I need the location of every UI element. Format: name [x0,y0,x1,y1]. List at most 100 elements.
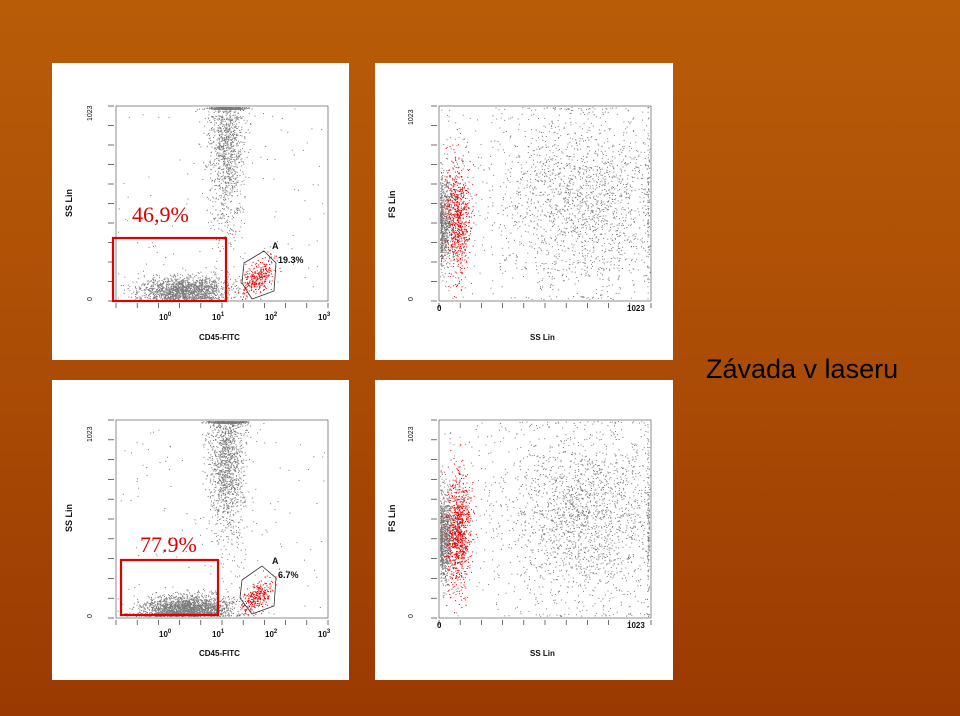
event-point-gray [244,196,246,197]
event-point-red [465,243,467,245]
event-point-gray [216,162,217,164]
event-point-gray [551,145,553,147]
event-point-gray [227,158,229,160]
event-point-gray [219,154,221,156]
event-point-gray [202,284,204,286]
event-point-red [464,204,466,206]
x-tick-labels: 100 101 102 103 [159,312,331,322]
event-point-gray [220,121,222,123]
event-point-red [449,182,451,184]
plot-frame [438,105,652,302]
event-point-red [464,225,466,227]
event-point-gray [293,154,295,156]
event-point-red [445,229,447,230]
event-point-gray [190,283,192,285]
event-point-gray [232,168,234,170]
event-point-red [464,239,466,241]
event-point-gray [445,196,447,198]
event-point-gray [188,290,190,292]
event-point-gray [188,287,190,289]
event-point-gray [197,272,199,274]
event-point-red [261,283,263,285]
event-point-gray [440,198,442,200]
event-point-gray [173,287,175,288]
event-point-gray [164,289,166,291]
event-point-gray [207,292,209,294]
event-point-gray [192,282,194,284]
event-point-gray [195,274,197,276]
event-point-gray [204,168,206,170]
event-point-gray [443,200,445,202]
event-point-red [265,287,266,289]
event-point-gray [182,294,184,296]
event-point-gray [446,206,448,208]
event-point-red [468,207,470,209]
event-point-gray [441,228,442,230]
event-point-gray [597,169,599,171]
event-point-gray [223,163,225,165]
event-point-gray [229,158,231,160]
event-point-gray [149,297,151,299]
event-point-gray [203,298,205,299]
event-point-gray [217,177,219,179]
event-point-gray [227,195,229,197]
event-point-red [456,238,458,240]
event-point-red [455,239,457,241]
event-point-red [441,213,443,215]
event-point-gray [220,130,222,132]
event-point-gray [221,153,223,155]
event-point-gray [199,285,201,287]
event-point-red [468,191,469,193]
event-point-gray [223,130,225,132]
event-point-gray [151,288,153,290]
event-point-gray [225,108,227,110]
event-point-red [268,257,270,259]
event-point-red [456,129,458,131]
event-point-gray [440,212,442,214]
event-point-gray [187,198,189,200]
event-point-gray [232,234,234,236]
event-point-gray [444,248,446,250]
event-point-red [258,288,260,290]
event-point-red [453,198,455,200]
event-point-gray [164,278,166,280]
event-point-gray [444,240,446,242]
event-point-gray [219,122,221,124]
event-point-gray [204,285,206,287]
event-point-gray [217,185,219,187]
event-point-gray [544,165,546,166]
event-point-gray [441,167,443,169]
event-point-gray [442,235,444,237]
event-point-red [451,193,453,195]
x-tick-label: 103 [318,312,331,322]
event-point-gray [162,283,164,284]
event-point-red [457,190,459,192]
event-point-gray [173,293,175,295]
event-point-gray [198,287,200,289]
event-point-gray [238,162,240,164]
event-point-gray [607,161,609,163]
event-point-gray [239,149,241,151]
event-point-red [467,188,469,190]
event-point-gray [223,148,225,149]
event-point-gray [445,185,447,187]
event-point-red [452,254,454,256]
event-point-gray [190,291,192,293]
event-point-red [446,176,448,178]
event-point-red [459,210,461,212]
event-point-gray [174,289,176,291]
event-point-red [460,233,462,235]
event-point-gray [170,291,172,293]
event-point-gray [447,236,449,238]
event-point-red [454,176,456,178]
event-point-gray [185,292,187,294]
event-point-red [255,283,257,285]
event-point-red [458,250,460,252]
event-point-red [450,221,452,223]
event-point-gray [146,280,148,282]
event-point-gray [166,283,167,285]
event-point-gray [213,292,215,294]
event-point-gray [229,136,231,138]
event-point-gray [444,227,446,229]
event-point-red [466,214,468,215]
